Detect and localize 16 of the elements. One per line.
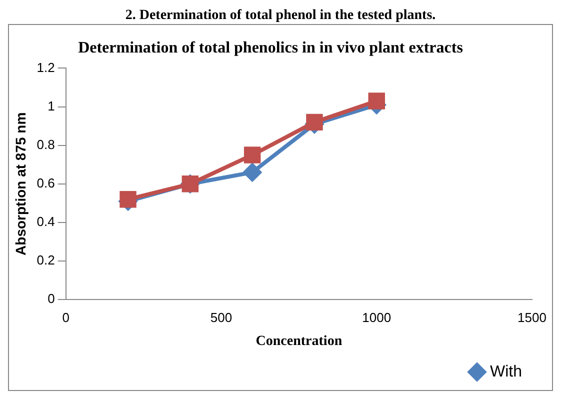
y-axis-title: Absorption at 875 nm <box>12 112 28 256</box>
text: 2. Determination of total phenol in the tested plants. <box>124 8 437 24</box>
legend-label: With <box>490 363 522 380</box>
y-tick-label: 0.4 <box>36 214 55 230</box>
y-tick-label: 0.6 <box>36 175 55 190</box>
x-tick-label: 1000 <box>362 310 392 325</box>
y-tick-label: 1 <box>48 98 55 114</box>
y-tick-label: 0 <box>48 291 55 306</box>
x-tick-label: 500 <box>210 310 232 325</box>
x-axis-title: Concentration <box>256 334 342 350</box>
y-tick-label: 0.2 <box>36 252 55 268</box>
x-tick-label: 0 <box>62 310 70 325</box>
x-tick-label: 1500 <box>518 310 546 325</box>
y-tick-label: 0.8 <box>36 136 55 152</box>
y-tick-label: 1.2 <box>36 60 55 75</box>
chart-title: Determination of total phenolics in in vivo plant extracts <box>78 40 463 57</box>
